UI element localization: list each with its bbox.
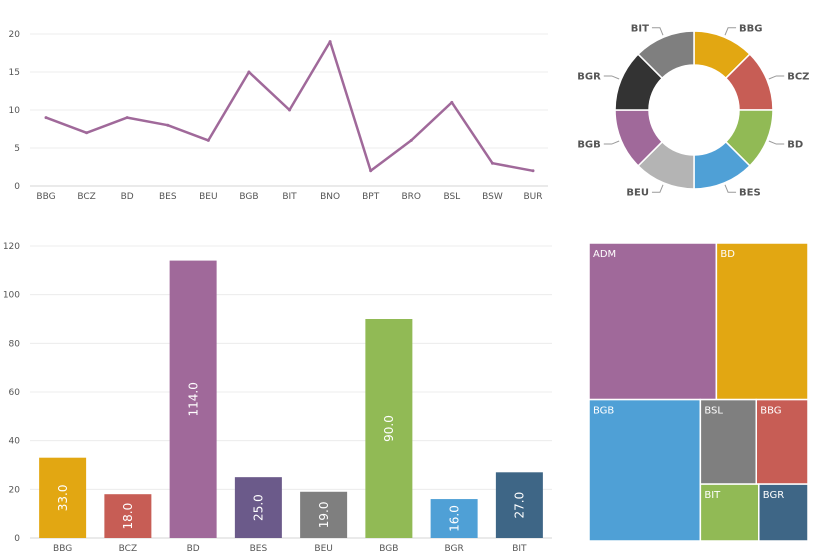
treemap-cell xyxy=(699,483,760,542)
line-x-tick: BNO xyxy=(320,192,340,202)
donut-leader xyxy=(724,184,737,193)
bar-x-tick: BES xyxy=(250,544,268,554)
donut-label: BEU xyxy=(626,188,649,199)
bar-x-tick: BCZ xyxy=(119,544,137,554)
treemap-cell xyxy=(588,398,702,542)
donut-leader xyxy=(603,75,620,80)
donut-label: BBG xyxy=(739,23,762,34)
bar-data-label: 18.0 xyxy=(121,503,135,530)
donut-leader xyxy=(768,140,785,145)
line-point xyxy=(85,131,89,135)
line-x-tick: BIT xyxy=(282,192,297,202)
treemap-label: BBG xyxy=(760,406,781,417)
donut-slice xyxy=(637,30,695,80)
treemap-label: BD xyxy=(720,249,735,260)
treemap-label: BIT xyxy=(704,490,721,501)
line-x-tick: BD xyxy=(121,192,134,202)
treemap-cell xyxy=(755,398,809,485)
line-point xyxy=(206,138,210,142)
bar-y-tick: 100 xyxy=(3,291,20,301)
line-x-tick: BUR xyxy=(523,192,542,202)
bar xyxy=(169,260,217,538)
bar-x-tick: BIT xyxy=(512,544,527,554)
line-point xyxy=(166,123,170,127)
bar-x-tick: BBG xyxy=(53,544,72,554)
treemap-cell xyxy=(588,242,718,401)
line-x-tick: BSL xyxy=(443,192,460,202)
line-x-tick: BEU xyxy=(199,192,217,202)
donut-label: BIT xyxy=(631,23,649,34)
donut-label: BCZ xyxy=(787,71,809,82)
treemap-label: BGR xyxy=(763,490,784,501)
bar xyxy=(495,472,543,538)
line-point xyxy=(409,138,413,142)
bar xyxy=(234,477,282,538)
line-x-tick: BES xyxy=(159,192,177,202)
line-y-tick: 15 xyxy=(9,68,20,78)
donut-leader xyxy=(768,75,785,80)
donut-leader xyxy=(724,27,737,36)
line-point xyxy=(531,169,535,173)
line-y-tick: 10 xyxy=(9,106,21,116)
donut-label: BES xyxy=(739,188,761,199)
bar-data-label: 33.0 xyxy=(56,484,70,511)
bar-x-tick: BGB xyxy=(379,544,398,554)
line-point xyxy=(450,100,454,104)
bar-x-tick: BD xyxy=(187,544,200,554)
line-x-tick: BSW xyxy=(482,192,503,202)
line-series xyxy=(45,40,534,173)
line-point xyxy=(369,169,373,173)
line-x-tick: BPT xyxy=(362,192,380,202)
bar-data-label: 19.0 xyxy=(317,502,331,529)
line-point xyxy=(288,108,291,112)
bar-data-label: 90.0 xyxy=(382,415,396,442)
donut-label: BGB xyxy=(577,140,600,151)
treemap-cell xyxy=(758,483,809,542)
treemap-cell xyxy=(715,242,809,401)
donut-label: BGR xyxy=(577,71,601,82)
treemap-label: BSL xyxy=(704,406,723,417)
bar xyxy=(104,494,152,538)
bar-x-tick: BEU xyxy=(314,544,332,554)
bar-y-tick: 80 xyxy=(9,339,21,349)
donut-label: BD xyxy=(787,140,803,151)
treemap-label: ADM xyxy=(593,249,616,260)
bar xyxy=(300,491,348,538)
bar-y-tick: 0 xyxy=(14,534,20,544)
bar-data-label: 27.0 xyxy=(513,492,527,519)
donut-leader xyxy=(651,184,664,193)
bar-x-tick: BGR xyxy=(445,544,464,554)
bar-data-label: 16.0 xyxy=(447,505,461,532)
line-x-tick: BGB xyxy=(239,192,258,202)
line-y-tick: 0 xyxy=(14,182,20,192)
line-point xyxy=(44,116,48,120)
line-point xyxy=(490,161,494,165)
line-x-tick: BBG xyxy=(36,192,55,202)
donut-leader xyxy=(651,27,664,36)
bar-y-tick: 20 xyxy=(9,485,21,495)
line-x-tick: BCZ xyxy=(77,192,95,202)
line-point xyxy=(125,116,129,120)
bar-data-label: 114.0 xyxy=(186,382,200,416)
line-point xyxy=(328,40,332,44)
line-y-tick: 5 xyxy=(14,144,20,154)
bar xyxy=(365,319,413,538)
treemap-label: BGB xyxy=(593,406,614,417)
line-y-tick: 20 xyxy=(9,30,21,40)
bar-y-tick: 120 xyxy=(3,242,20,252)
line-x-tick: BRO xyxy=(401,192,421,202)
donut-leader xyxy=(603,140,620,145)
bar-y-tick: 60 xyxy=(9,388,21,398)
bar xyxy=(430,499,478,538)
line-point xyxy=(247,70,251,74)
bar-data-label: 25.0 xyxy=(252,494,266,521)
bar-y-tick: 40 xyxy=(9,437,21,447)
bar xyxy=(39,457,87,538)
